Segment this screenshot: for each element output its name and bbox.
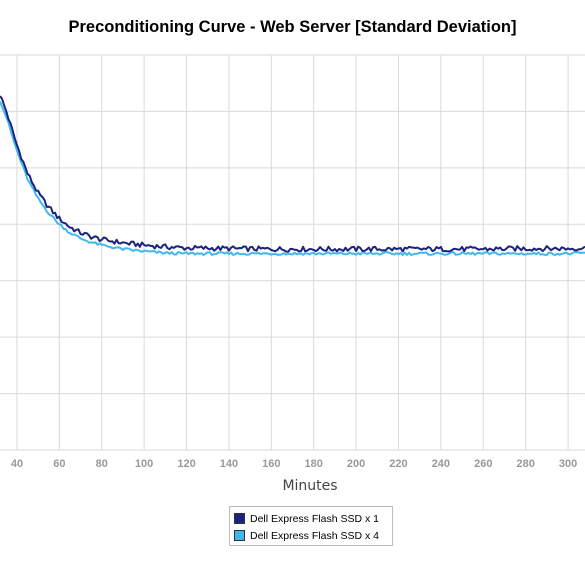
x-tick-label: 220 (389, 458, 407, 470)
series-line-1 (0, 95, 585, 253)
legend-item-series-1[interactable]: Dell Express Flash SSD x 1 (234, 510, 388, 527)
x-tick-label: 280 (516, 458, 534, 470)
series-line-2 (0, 101, 585, 256)
legend-label-series-2: Dell Express Flash SSD x 4 (250, 529, 379, 542)
x-tick-label: 180 (305, 458, 323, 470)
x-tick-label: 100 (135, 458, 153, 470)
x-tick-label: 60 (53, 458, 65, 470)
x-tick-label: 40 (11, 458, 23, 470)
x-tick-label: 80 (96, 458, 108, 470)
x-axis-title: Minutes (282, 478, 338, 494)
legend-item-series-2[interactable]: Dell Express Flash SSD x 4 (234, 527, 388, 544)
x-tick-label: 140 (220, 458, 238, 470)
x-tick-label: 260 (474, 458, 492, 470)
x-tick-label: 300 (559, 458, 577, 470)
legend-label-series-1: Dell Express Flash SSD x 1 (250, 512, 379, 525)
legend-swatch-series-1 (234, 513, 245, 524)
legend-swatch-series-2 (234, 530, 245, 541)
grid-lines (0, 54, 585, 451)
x-tick-label: 200 (347, 458, 365, 470)
chart-title: Preconditioning Curve - Web Server [Stan… (68, 18, 517, 36)
x-tick-labels: 40 60 80 100 120 140 160 180 200 220 240 260 280 300 (11, 458, 577, 470)
x-tick-label: 160 (262, 458, 280, 470)
x-tick-label: 240 (432, 458, 450, 470)
legend: Dell Express Flash SSD x 1 Dell Express … (229, 506, 393, 546)
x-tick-label: 120 (177, 458, 195, 470)
series-lines (0, 95, 585, 256)
